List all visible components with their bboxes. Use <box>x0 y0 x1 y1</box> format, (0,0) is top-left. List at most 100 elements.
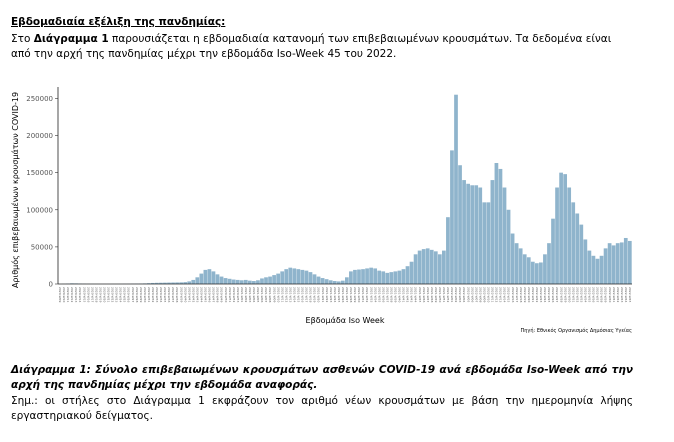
bar <box>466 183 470 284</box>
bar <box>514 243 519 284</box>
x-tick-label: 2020-W38 <box>175 287 179 302</box>
x-tick-label: 2021-W27 <box>345 287 349 302</box>
bar <box>247 280 252 284</box>
x-tick-label: 2020-W52 <box>232 287 236 302</box>
bar <box>539 262 543 284</box>
x-tick-label: 2020-W09 <box>58 287 62 302</box>
bar <box>607 243 612 284</box>
x-tick-label: 2021-W02 <box>244 287 248 302</box>
bar <box>260 278 264 284</box>
bar <box>494 163 499 284</box>
intro-bold: Διάγραμμα 1 <box>33 33 109 45</box>
bar <box>175 282 179 284</box>
x-tick-label: 2021-W23 <box>329 287 333 302</box>
x-tick-label: 2021-W47 <box>426 287 430 302</box>
bar <box>243 279 248 284</box>
bar <box>373 268 378 284</box>
y-tick-label: 100000 <box>26 206 53 214</box>
x-tick-label: 2020-W40 <box>183 287 187 302</box>
x-tick-label: 2022-W35 <box>588 287 592 302</box>
x-tick-label: 2020-W19 <box>98 287 102 302</box>
x-tick-label: 2022-W41 <box>612 287 616 302</box>
bar <box>498 168 503 284</box>
x-tick-label: 2021-W42 <box>406 287 410 302</box>
x-tick-label: 2021-W33 <box>369 287 373 302</box>
x-tick-label: 2022-W33 <box>579 287 583 302</box>
x-tick-label: 2020-W39 <box>179 287 183 302</box>
x-tick-label: 2021-W51 <box>442 287 446 302</box>
figure-caption: Διάγραμμα 1: Σύνολο επιβεβαιωμένων κρουσ… <box>11 364 633 391</box>
x-tick-label: 2022-W22 <box>535 287 539 302</box>
bar <box>357 269 361 284</box>
bar <box>316 276 321 284</box>
bar <box>603 248 608 284</box>
bar <box>510 233 515 284</box>
x-tick-label: 2020-W51 <box>228 287 232 302</box>
x-tick-label: 2021-W24 <box>333 287 337 302</box>
bar <box>482 202 487 284</box>
bar <box>203 269 208 284</box>
bar <box>393 271 398 284</box>
bar <box>389 272 394 284</box>
x-tick-label: 2021-W13 <box>288 287 292 302</box>
bar <box>195 277 200 284</box>
x-tick-label: 2022-W36 <box>592 287 596 302</box>
bar <box>623 237 628 284</box>
bar <box>530 261 535 284</box>
x-tick-label: 2021-W20 <box>317 287 321 302</box>
x-tick-label: 2020-W46 <box>208 287 212 302</box>
bar <box>288 267 293 284</box>
x-tick-label: 2022-W11 <box>491 287 495 302</box>
x-tick-label: 2022-W17 <box>515 287 519 302</box>
x-tick-label: 2020-W32 <box>151 287 155 302</box>
x-tick-label: 2022-W20 <box>527 287 531 302</box>
x-tick-label: 2021-W19 <box>313 287 317 302</box>
note: Σημ.: οι στήλες στο Διάγραμμα 1 εκφράζου… <box>11 395 633 422</box>
x-tick-label: 2020-W36 <box>167 287 171 302</box>
bar <box>365 268 369 284</box>
y-axis-label: Αριθμός επιβεβαιωμένων κρουσμάτων COVID-… <box>10 92 20 288</box>
bar <box>252 281 256 284</box>
x-tick-label: 2020-W53 <box>236 287 240 302</box>
x-tick-label: 2021-W34 <box>373 287 377 302</box>
bar <box>272 275 276 284</box>
x-tick-label: 2022-W04 <box>462 287 466 302</box>
bar <box>312 274 317 284</box>
x-tick-label: 2022-W13 <box>499 287 503 302</box>
bar <box>328 280 333 284</box>
bar <box>425 248 430 284</box>
x-tick-label: 2022-W16 <box>511 287 515 302</box>
x-tick-label: 2020-W42 <box>191 287 195 302</box>
x-tick-label: 2022-W25 <box>547 287 551 302</box>
intro-text: Στο <box>11 33 34 45</box>
intro-paragraph: Στο Διάγραμμα 1 παρουσιάζεται η εβδομαδι… <box>11 32 633 62</box>
bar <box>320 278 325 284</box>
bar <box>292 268 297 284</box>
bar <box>611 245 616 284</box>
x-tick-label: 2021-W36 <box>381 287 385 302</box>
x-tick-label: 2022-W18 <box>519 287 523 302</box>
x-tick-label: 2021-W26 <box>341 287 345 302</box>
x-tick-label: 2021-W43 <box>410 287 414 302</box>
bar <box>437 254 442 284</box>
x-tick-label: 2020-W30 <box>143 287 147 302</box>
x-tick-label: 2021-W38 <box>389 287 393 302</box>
x-tick-label: 2020-W29 <box>139 287 143 302</box>
x-tick-label: 2021-W01 <box>240 287 244 302</box>
x-tick-label: 2021-W12 <box>284 287 288 302</box>
x-tick-label: 2022-W14 <box>503 287 507 302</box>
bar <box>280 271 285 284</box>
x-tick-label: 2022-W02 <box>454 287 458 302</box>
chart: Αριθμός επιβεβαιωμένων κρουσμάτων COVID-… <box>10 87 632 334</box>
x-tick-label: 2021-W52 <box>446 287 450 302</box>
bar <box>543 254 547 284</box>
x-tick-label: 2021-W07 <box>264 287 268 302</box>
bar <box>462 180 466 284</box>
bar <box>159 282 163 284</box>
x-tick-label: 2020-W28 <box>135 287 139 302</box>
bar <box>264 277 268 284</box>
bar <box>397 270 402 284</box>
bar <box>446 217 450 284</box>
bar <box>429 249 434 284</box>
bar <box>268 276 272 284</box>
